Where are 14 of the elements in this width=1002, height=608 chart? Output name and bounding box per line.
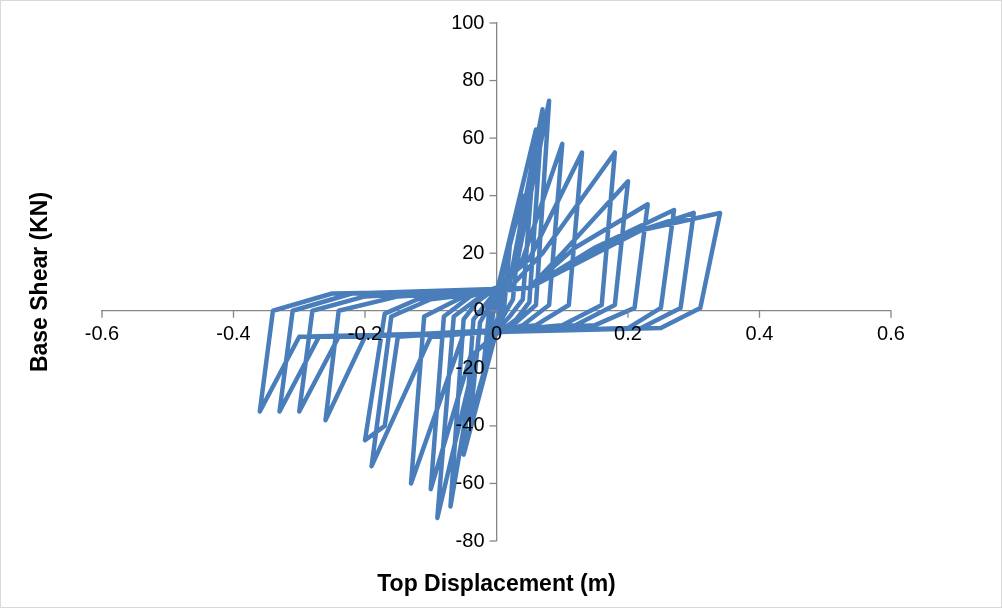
y-tick-label: 40 xyxy=(462,183,485,206)
y-tick-label: -60 xyxy=(455,470,485,493)
x-tick-label: 0 xyxy=(490,322,503,345)
x-tick-label: -0.6 xyxy=(84,322,120,345)
y-axis-title: Base Shear (KN) xyxy=(26,191,53,373)
y-tick-label: 60 xyxy=(462,125,485,148)
x-axis-title: Top Displacement (m) xyxy=(377,570,616,597)
x-tick-label: 0.4 xyxy=(745,322,774,345)
y-tick-label: 80 xyxy=(462,68,485,91)
y-tick-label: 20 xyxy=(462,240,485,263)
x-tick-label: -0.4 xyxy=(216,322,251,345)
y-tick-label: -80 xyxy=(455,528,485,551)
y-tick-label: 100 xyxy=(451,10,485,33)
x-tick-label: 0.6 xyxy=(877,322,905,345)
